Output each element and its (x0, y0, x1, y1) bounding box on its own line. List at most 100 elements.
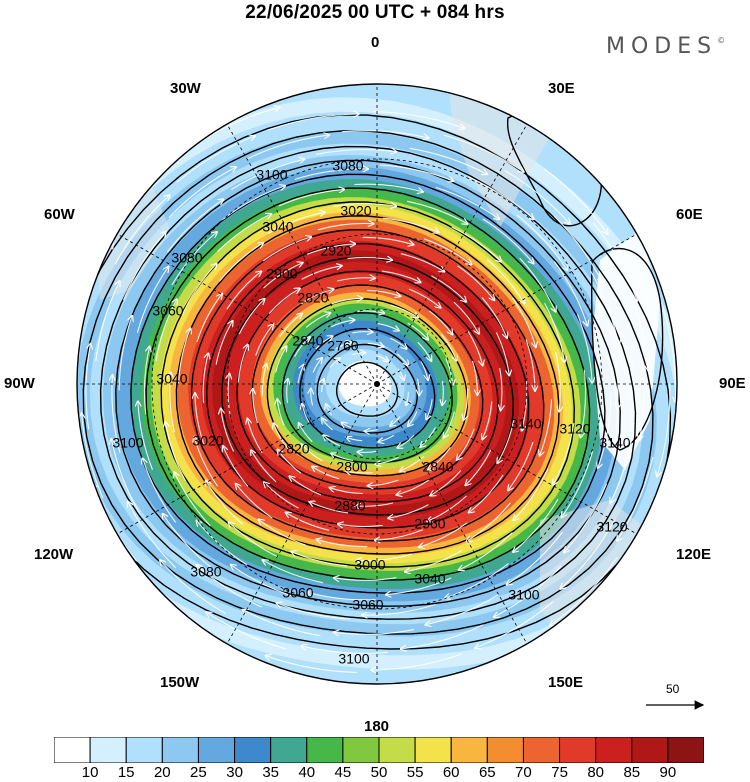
streamline (357, 311, 384, 313)
streamline (322, 418, 334, 431)
streamline (657, 383, 671, 477)
colorbar-swatch (342, 737, 380, 763)
streamline (553, 423, 575, 485)
colorbar-swatch (54, 737, 91, 763)
streamline (247, 419, 263, 454)
streamline (469, 474, 504, 513)
meridian-line (376, 383, 528, 644)
streamline (251, 450, 277, 483)
streamline (513, 498, 559, 552)
streamline (206, 481, 244, 525)
streamline (290, 476, 322, 496)
streamline (302, 646, 388, 654)
streamline (424, 238, 471, 265)
lon-label-150w: 150W (160, 674, 200, 691)
streamline (60, 308, 73, 401)
streamline (481, 297, 507, 338)
colorbar-swatch (486, 737, 524, 763)
contour-label: 3140 (510, 416, 541, 432)
height-contour (336, 361, 399, 417)
colorbar-tick-label: 70 (515, 764, 532, 781)
modes-logo: MODES© (606, 34, 725, 59)
streamline (286, 513, 330, 531)
streamline (291, 552, 348, 567)
lon-label-60e: 60E (676, 206, 703, 223)
streamline (407, 322, 428, 339)
streamline (379, 164, 454, 181)
streamline (215, 321, 233, 365)
colorbar-swatch (450, 737, 488, 763)
colorbar-tick-label: 35 (262, 764, 280, 781)
contour-label: 2760 (327, 338, 358, 354)
streamline (219, 243, 264, 282)
streamline (609, 331, 618, 408)
streamline (555, 351, 561, 412)
streamline (267, 212, 325, 234)
streamline (165, 422, 186, 482)
contour-label: 2840 (292, 333, 323, 349)
streamline (118, 316, 132, 391)
streamline (420, 361, 428, 380)
height-contour (99, 145, 637, 620)
streamline (266, 656, 357, 673)
colorbar-swatch (89, 737, 127, 763)
streamline (560, 519, 616, 589)
streamline (375, 529, 424, 541)
streamline (431, 275, 466, 302)
meridian-line (376, 383, 637, 535)
streamline (598, 393, 612, 468)
contour-label: 3000 (354, 557, 385, 573)
contour-label: 3020 (340, 203, 371, 219)
lon-label-30w: 30W (170, 80, 201, 97)
streamline (497, 419, 515, 463)
streamline (174, 472, 211, 527)
colorbar-tick-label: 20 (153, 764, 171, 781)
streamline (590, 270, 619, 345)
streamline (294, 169, 368, 180)
streamline (426, 399, 433, 419)
streamline (522, 381, 528, 430)
streamline (467, 502, 511, 541)
map-boundary (76, 83, 678, 685)
streamline (441, 334, 457, 361)
streamline (122, 232, 166, 301)
streamline (371, 653, 463, 670)
contour-label: 3100 (508, 587, 539, 603)
streamline (317, 539, 368, 548)
height-contour (591, 248, 664, 451)
streamline (468, 176, 533, 219)
streamline (346, 471, 373, 473)
wind-streamlines (60, 107, 675, 677)
colorbar-swatch (161, 737, 199, 763)
meridian-line (116, 383, 378, 535)
colorbar-tick-label: 55 (406, 764, 424, 781)
latitude-circle (151, 158, 603, 610)
contour-label: 3040 (262, 219, 293, 235)
streamline (617, 456, 654, 541)
colorbar-tick-label: 85 (623, 764, 641, 781)
streamline (155, 299, 177, 361)
streamline (333, 204, 396, 207)
streamline (409, 147, 488, 174)
meridian-line (116, 233, 378, 385)
streamline (397, 368, 404, 380)
colorbar-swatch (522, 737, 561, 763)
streamline (482, 401, 493, 439)
streamline (453, 301, 479, 334)
height-contour (316, 343, 418, 434)
streamline (326, 404, 333, 416)
streamline (408, 288, 440, 308)
colorbar-tick-label: 25 (190, 764, 207, 781)
streamline (504, 169, 570, 223)
streamline (494, 566, 562, 617)
contour-label: 2920 (320, 243, 351, 259)
streamline (543, 168, 608, 234)
streamline (390, 416, 401, 425)
streamline (243, 610, 321, 637)
streamline (553, 215, 602, 282)
streamline (217, 214, 272, 252)
streamline (268, 289, 300, 314)
streamline (299, 423, 313, 443)
colorbar-tick-label: 30 (226, 764, 243, 781)
